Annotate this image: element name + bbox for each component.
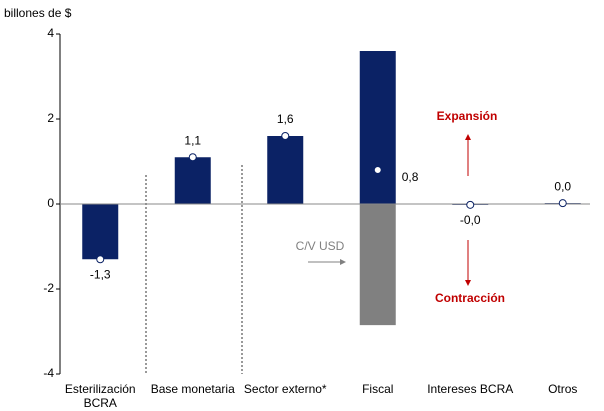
data-label: -1,3 bbox=[90, 267, 111, 281]
y-tick-label: -4 bbox=[43, 366, 54, 380]
y-axis-label: billones de $ bbox=[4, 6, 72, 20]
x-tick-label: Otros bbox=[548, 382, 577, 396]
annotation: C/V USD bbox=[296, 239, 345, 253]
data-label: 1,6 bbox=[277, 112, 294, 126]
net-marker bbox=[96, 255, 105, 264]
y-tick-label: 0 bbox=[47, 196, 54, 210]
bar bbox=[267, 136, 304, 204]
net-marker bbox=[558, 199, 567, 208]
annotation: Expansión bbox=[437, 109, 498, 123]
x-tick-label: BCRA bbox=[84, 396, 117, 410]
x-tick-label: Fiscal bbox=[362, 382, 393, 396]
bar bbox=[359, 51, 396, 204]
bar bbox=[82, 204, 119, 260]
net-marker bbox=[281, 132, 290, 140]
y-tick-label: 4 bbox=[47, 26, 54, 40]
annotation: Contracción bbox=[435, 291, 505, 305]
y-tick-label: -2 bbox=[43, 281, 54, 295]
arrow-head bbox=[340, 259, 346, 265]
net-marker bbox=[373, 166, 382, 174]
arrow-head bbox=[465, 280, 471, 286]
data-label: 0,0 bbox=[554, 179, 571, 193]
x-tick-label: Sector externo* bbox=[244, 382, 327, 396]
data-label: 1,1 bbox=[184, 133, 201, 147]
y-tick-label: 2 bbox=[47, 111, 54, 125]
net-marker bbox=[188, 153, 197, 162]
x-tick-label: Base monetaria bbox=[151, 382, 235, 396]
arrow-head bbox=[465, 134, 471, 140]
x-tick-label: Intereses BCRA bbox=[427, 382, 513, 396]
net-marker bbox=[466, 200, 475, 209]
bar bbox=[359, 204, 396, 326]
data-label: -0,0 bbox=[460, 213, 481, 227]
data-label: 0,8 bbox=[402, 170, 419, 184]
bar bbox=[174, 157, 211, 204]
x-tick-label: Esterilización bbox=[65, 382, 136, 396]
